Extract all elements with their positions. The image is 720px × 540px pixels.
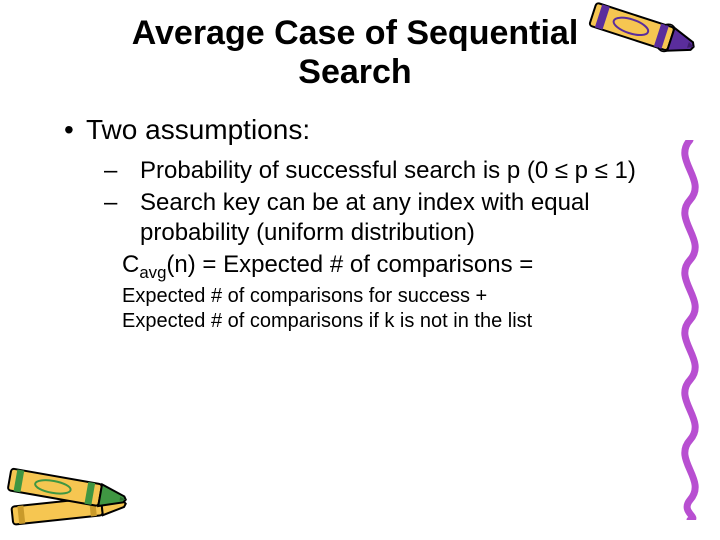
slide-title: Average Case of Sequential Search: [75, 14, 635, 92]
bullet-level2-b: –Search key can be at any index with equ…: [122, 188, 660, 248]
note-line-2: Expected # of comparisons if k is not in…: [122, 309, 660, 334]
bullet-level1-text: Two assumptions:: [86, 114, 310, 145]
formula-sub: avg: [139, 263, 166, 282]
bullet-level2-a: –Probability of successful search is p (…: [122, 156, 660, 186]
formula-rest: (n) = Expected # of comparisons =: [166, 251, 533, 278]
bullet-dot-icon: •: [64, 114, 86, 146]
dash-icon: –: [122, 188, 140, 218]
bullet-level1: •Two assumptions:: [64, 114, 660, 146]
formula-line: Cavg(n) = Expected # of comparisons =: [122, 250, 660, 284]
formula-c: C: [122, 251, 139, 278]
bullet-level2-a-text: Probability of successful search is p (0…: [140, 157, 636, 184]
bullet-level2-b-text: Search key can be at any index with equa…: [140, 189, 590, 246]
dash-icon: –: [122, 156, 140, 186]
crayon-group-icon: [6, 464, 146, 534]
note-line-1: Expected # of comparisons for success +: [122, 284, 660, 309]
squiggle-icon: [670, 140, 710, 520]
